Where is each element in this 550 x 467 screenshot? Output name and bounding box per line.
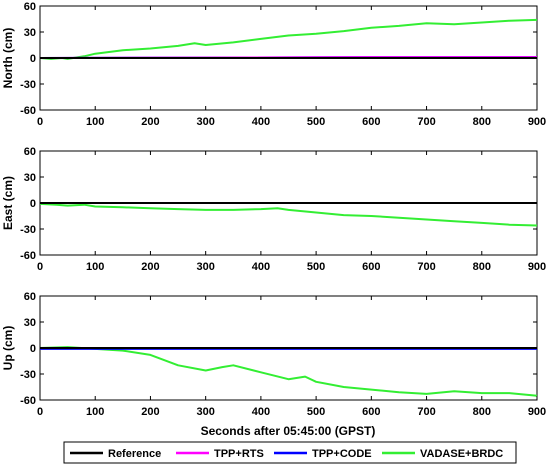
up-series-vadase-brdc (39, 346, 538, 397)
legend-item-tpp-rts: TPP+RTS (176, 448, 264, 460)
north-x-tick-label: 400 (252, 116, 270, 128)
up-panel: 0 100 200 300 400 500 600 700 800 900-60-3003060 … (1, 291, 546, 438)
legend-label-tpp-rts: TPP+RTS (214, 448, 264, 460)
legend-label-tpp-code: TPP+CODE (312, 448, 372, 460)
north-y-tick-label: 60 (24, 1, 36, 13)
east-x-tick-label: 400 (252, 261, 270, 273)
north-x-tick-label: 800 (473, 116, 491, 128)
east-y-axis-label: East (cm) (1, 176, 15, 230)
east-y-tick-label: 60 (24, 146, 36, 158)
east-x-tick-label: 0 (37, 261, 43, 273)
north-y-tick-label: 0 (30, 53, 36, 65)
east-x-tick-label: 500 (307, 261, 325, 273)
up-tick-layer: 0 100 200 300 400 500 600 700 800 900 -60 -30 0 30 60 (20, 291, 546, 418)
east-x-tick-label: 900 (528, 261, 546, 273)
north-x-tick-label: 300 (196, 116, 214, 128)
north-x-tick-label: 700 (417, 116, 435, 128)
up-x-tick-label: 400 (252, 406, 270, 418)
east-x-tick-label: 300 (196, 261, 214, 273)
up-x-tick-label: 0 (37, 406, 43, 418)
up-y-tick-label: 60 (24, 291, 36, 303)
east-tick-layer: 0 100 200 300 400 500 600 700 800 900 -60 -30 0 30 60 (20, 146, 546, 273)
legend-label-vadase-brdc: VADASE+BRDC (420, 448, 503, 460)
up-x-tick-label: 600 (362, 406, 380, 418)
north-x-tick-label: 0 (37, 116, 43, 128)
east-x-tick-label: 700 (417, 261, 435, 273)
north-tick-layer: 0 100 200 300 400 500 600 700 800 900 -60 -30 0 30 60 (20, 1, 546, 128)
east-x-tick-label: 200 (141, 261, 159, 273)
north-y-tick-label: -30 (20, 79, 36, 91)
north-panel: 0 100 200 300 400 500 600 700 800 900-60-3003060 … (1, 1, 546, 128)
north-x-tick-label: 900 (528, 116, 546, 128)
up-series-layer (39, 346, 538, 397)
up-y-tick-label: -60 (20, 395, 36, 407)
north-y-tick-label: -60 (20, 105, 36, 117)
east-y-tick-label: -60 (20, 250, 36, 262)
east-x-tick-label: 600 (362, 261, 380, 273)
legend-item-vadase-brdc: VADASE+BRDC (382, 448, 503, 460)
north-x-tick-label: 600 (362, 116, 380, 128)
east-y-tick-label: 30 (24, 172, 36, 184)
up-y-tick-label: 30 (24, 317, 36, 329)
north-y-axis-label: North (cm) (1, 28, 15, 89)
east-x-tick-label: 100 (86, 261, 104, 273)
north-x-tick-label: 100 (86, 116, 104, 128)
up-y-axis-label: Up (cm) (1, 326, 15, 371)
up-x-tick-label: 200 (141, 406, 159, 418)
east-y-tick-label: -30 (20, 224, 36, 236)
north-series-layer (39, 18, 538, 60)
up-x-tick-label: 700 (417, 406, 435, 418)
legend-item-tpp-code: TPP+CODE (274, 448, 372, 460)
legend: Reference TPP+RTS TPP+CODE VADASE+BRDC (63, 441, 517, 464)
x-axis-label: Seconds after 05:45:00 (GPST) (201, 424, 376, 438)
east-y-tick-label: 0 (30, 198, 36, 210)
up-x-tick-label: 800 (473, 406, 491, 418)
north-x-tick-label: 500 (307, 116, 325, 128)
up-x-tick-label: 500 (307, 406, 325, 418)
up-x-tick-label: 100 (86, 406, 104, 418)
north-y-tick-label: 30 (24, 27, 36, 39)
up-y-tick-label: 0 (30, 343, 36, 355)
legend-label-reference: Reference (108, 448, 161, 460)
up-x-tick-label: 900 (528, 406, 546, 418)
east-x-tick-label: 800 (473, 261, 491, 273)
up-x-tick-label: 300 (196, 406, 214, 418)
north-x-tick-label: 200 (141, 116, 159, 128)
east-series-vadase-brdc (39, 202, 538, 227)
legend-item-reference: Reference (70, 448, 161, 460)
east-panel: 0 100 200 300 400 500 600 700 800 900-60-3003060 … (1, 146, 546, 273)
up-y-tick-label: -30 (20, 369, 36, 381)
east-series-layer (39, 202, 538, 227)
